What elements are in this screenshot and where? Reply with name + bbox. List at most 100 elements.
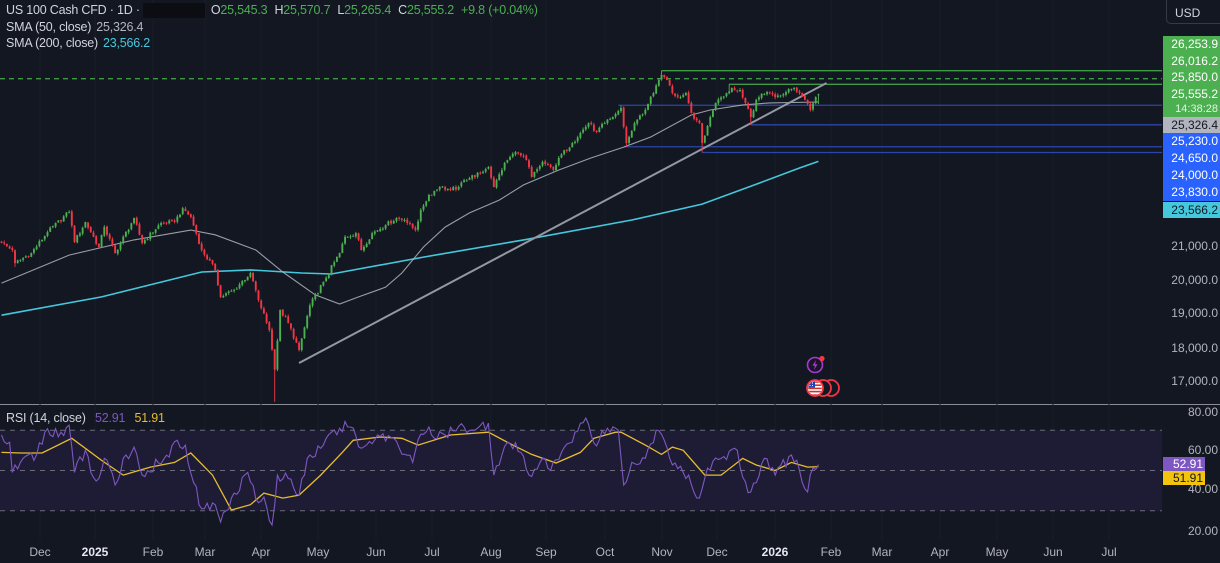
candle-body bbox=[300, 338, 303, 351]
candle-body bbox=[601, 123, 603, 128]
candle-body bbox=[549, 164, 552, 168]
candle-body bbox=[760, 93, 763, 98]
candle-body bbox=[230, 290, 233, 292]
rsi-chart-canvas[interactable] bbox=[0, 404, 1162, 540]
candle-body bbox=[514, 152, 517, 155]
candle-body bbox=[363, 246, 365, 251]
candle-body bbox=[368, 239, 371, 245]
candle-body bbox=[252, 273, 255, 282]
candle-body bbox=[165, 222, 168, 224]
candle-up bbox=[62, 215, 65, 222]
ohlc-close-value: 25,555.2 bbox=[406, 3, 455, 17]
candle-up bbox=[325, 276, 328, 283]
candle-body bbox=[219, 285, 222, 297]
candle-up bbox=[119, 241, 122, 252]
candle-up bbox=[438, 186, 441, 192]
candle-body bbox=[552, 166, 555, 171]
candle-body bbox=[322, 281, 325, 286]
sma200-price-label: 23,566.2 bbox=[1163, 202, 1220, 218]
candle-down bbox=[257, 289, 260, 303]
rsi-pane[interactable]: RSI (14, close) 52.91 51.91 bbox=[0, 404, 1162, 540]
candle-down bbox=[803, 94, 806, 101]
candle-up bbox=[709, 115, 712, 128]
candle-body bbox=[346, 236, 349, 238]
candle-up bbox=[341, 242, 344, 254]
candle-down bbox=[771, 91, 774, 97]
price-label-25230: 25,230.0 bbox=[1171, 134, 1218, 148]
time-label: Apr bbox=[930, 545, 950, 559]
candle-body bbox=[265, 313, 268, 323]
currency-button[interactable]: USD bbox=[1166, 0, 1220, 24]
price-axis[interactable]: USD 26,253.9 26,016.2 25,850.0 25,555.2 … bbox=[1162, 0, 1220, 540]
candle-body bbox=[798, 91, 801, 94]
candle-down bbox=[625, 125, 628, 147]
candle-down bbox=[774, 92, 777, 100]
candle-body bbox=[592, 124, 595, 131]
candle-up bbox=[641, 113, 644, 117]
candle-down bbox=[592, 122, 595, 133]
rsi-ma-legend-value: 51.91 bbox=[134, 411, 165, 425]
candle-body bbox=[195, 225, 198, 234]
candle-down bbox=[671, 84, 674, 95]
candle-body bbox=[57, 220, 60, 223]
candle-up bbox=[706, 125, 709, 136]
candle-down bbox=[744, 97, 747, 105]
time-label: Jul bbox=[424, 545, 440, 559]
rsi-ma-value-label: 51.91 bbox=[1163, 471, 1205, 485]
rsi-tick: 40.00 bbox=[1187, 482, 1218, 496]
candle-body bbox=[625, 127, 628, 144]
sma50-legend-row[interactable]: SMA (50, close) 25,326.4 bbox=[6, 19, 538, 36]
candle-up bbox=[387, 220, 390, 226]
candle-body bbox=[287, 316, 290, 323]
candle-up bbox=[714, 102, 717, 112]
price-chart-canvas[interactable] bbox=[0, 0, 1162, 404]
candle-body bbox=[198, 233, 200, 244]
last-price-label: 25,555.2 bbox=[1171, 86, 1218, 101]
candle-down bbox=[187, 210, 190, 216]
candle-up bbox=[19, 259, 22, 263]
candle-body bbox=[162, 222, 165, 224]
candle-up bbox=[22, 257, 25, 262]
candle-body bbox=[655, 85, 658, 94]
candle-body bbox=[644, 109, 647, 114]
candle-body bbox=[379, 229, 382, 232]
candle-body bbox=[603, 123, 606, 125]
candle-down bbox=[687, 90, 690, 104]
rsi-tick: 20.00 bbox=[1187, 524, 1218, 538]
candle-down bbox=[360, 237, 363, 251]
candle-body bbox=[430, 194, 433, 196]
candle-body bbox=[763, 94, 766, 96]
price-pane[interactable]: US 100 Cash CFD · 1D · O25,545.3 H25,570… bbox=[0, 0, 1162, 404]
candle-up bbox=[682, 93, 685, 98]
candle-body bbox=[679, 97, 682, 99]
candle-down bbox=[262, 306, 265, 315]
candle-down bbox=[89, 226, 92, 233]
candle-body bbox=[181, 208, 184, 215]
candle-body bbox=[684, 93, 687, 96]
pane-separator[interactable] bbox=[0, 404, 1220, 405]
candle-body bbox=[3, 242, 6, 244]
sma200-legend-value: 23,566.2 bbox=[102, 36, 151, 50]
candle-body bbox=[771, 93, 774, 95]
symbol-title[interactable]: US 100 Cash CFD · 1D · bbox=[6, 3, 140, 17]
candle-body bbox=[409, 223, 411, 225]
time-axis[interactable]: Dec 2025 Feb Mar Apr May Jun Jul Aug Sep… bbox=[0, 540, 1220, 563]
candle-down bbox=[736, 89, 739, 93]
candle-body bbox=[427, 195, 430, 202]
candle-up bbox=[373, 230, 376, 236]
candle-body bbox=[790, 88, 793, 90]
rsi-legend[interactable]: RSI (14, close) 52.91 51.91 bbox=[6, 411, 165, 425]
candle-body bbox=[711, 110, 714, 117]
sma200-legend-row[interactable]: SMA (200, close) 23,566.2 bbox=[6, 35, 538, 52]
candle-up bbox=[584, 124, 587, 131]
candle-body bbox=[308, 305, 311, 316]
candle-body bbox=[571, 143, 574, 148]
time-label: Aug bbox=[480, 545, 502, 559]
candle-up bbox=[381, 226, 384, 231]
candle-down bbox=[27, 255, 30, 258]
candle-down bbox=[0, 240, 3, 244]
candle-body bbox=[595, 130, 598, 132]
ohlc-close-key: C bbox=[398, 3, 407, 17]
candle-body bbox=[809, 103, 812, 110]
candle-up bbox=[538, 164, 541, 171]
